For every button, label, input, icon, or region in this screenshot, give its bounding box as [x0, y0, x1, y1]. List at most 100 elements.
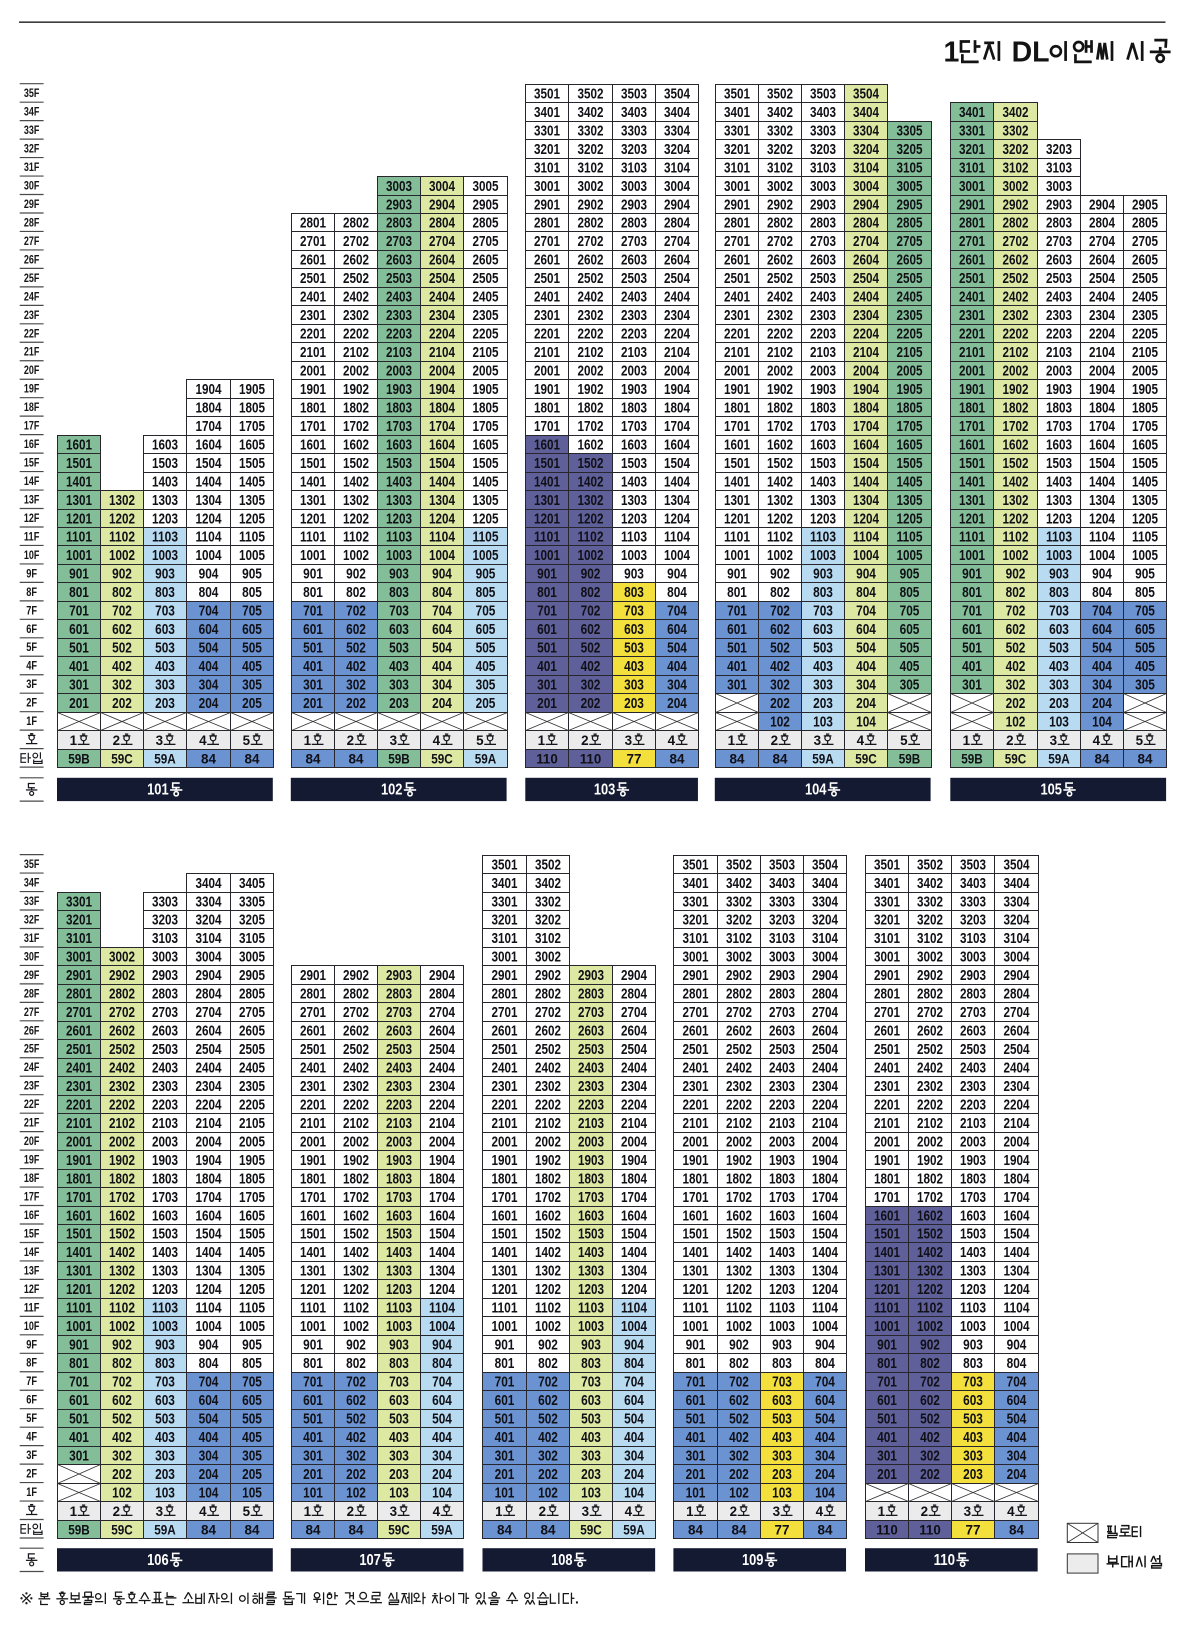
svg-text:4F: 4F: [26, 660, 37, 673]
svg-text:302: 302: [920, 1449, 940, 1465]
svg-text:3101: 3101: [492, 931, 518, 947]
svg-text:1305: 1305: [239, 493, 265, 509]
svg-text:2505: 2505: [239, 1042, 265, 1058]
svg-text:904: 904: [624, 1338, 645, 1354]
svg-text:2902: 2902: [1003, 198, 1029, 214]
svg-text:103: 103: [155, 1486, 175, 1502]
svg-text:1704: 1704: [812, 1190, 839, 1206]
svg-text:16F: 16F: [24, 1209, 40, 1222]
svg-text:3201: 3201: [534, 142, 560, 158]
svg-text:84: 84: [818, 1522, 833, 1538]
svg-text:2001: 2001: [534, 364, 560, 380]
svg-text:2601: 2601: [874, 1024, 900, 1040]
svg-text:1601: 1601: [683, 1209, 709, 1225]
svg-text:1002: 1002: [1003, 548, 1029, 564]
svg-text:1: 1: [304, 1504, 312, 1519]
svg-text:2602: 2602: [109, 1024, 135, 1040]
svg-text:1103: 1103: [386, 530, 412, 546]
svg-text:1201: 1201: [959, 512, 985, 528]
svg-text:2203: 2203: [769, 1098, 795, 1114]
svg-text:2604: 2604: [196, 1024, 223, 1040]
svg-text:3301: 3301: [724, 124, 750, 140]
svg-text:801: 801: [303, 585, 323, 601]
svg-text:2805: 2805: [239, 987, 265, 1003]
svg-text:704: 704: [1092, 604, 1113, 620]
svg-text:1001: 1001: [492, 1319, 518, 1335]
svg-text:301: 301: [495, 1449, 515, 1465]
svg-text:3201: 3201: [683, 913, 709, 929]
svg-text:2505: 2505: [1132, 271, 1158, 287]
svg-text:2104: 2104: [1004, 1116, 1031, 1132]
svg-text:1204: 1204: [621, 1282, 648, 1298]
svg-text:3004: 3004: [812, 950, 839, 966]
svg-text:2304: 2304: [429, 1079, 456, 1095]
svg-text:2304: 2304: [621, 1079, 648, 1095]
svg-text:1403: 1403: [386, 1245, 412, 1261]
svg-text:401: 401: [727, 659, 747, 675]
svg-text:84: 84: [688, 1522, 703, 1538]
svg-text:2004: 2004: [429, 1135, 456, 1151]
svg-text:2204: 2204: [812, 1098, 839, 1114]
svg-text:401: 401: [69, 659, 89, 675]
svg-text:3104: 3104: [1004, 931, 1031, 947]
svg-text:2402: 2402: [343, 290, 369, 306]
svg-text:404: 404: [1092, 659, 1113, 675]
svg-text:3004: 3004: [853, 179, 880, 195]
svg-text:702: 702: [346, 604, 366, 620]
svg-text:1204: 1204: [196, 512, 223, 528]
svg-text:2101: 2101: [300, 1116, 326, 1132]
svg-text:2404: 2404: [1089, 290, 1116, 306]
svg-text:3203: 3203: [621, 142, 647, 158]
svg-text:2105: 2105: [473, 345, 499, 361]
svg-text:103: 103: [772, 1486, 792, 1502]
svg-text:2303: 2303: [386, 308, 412, 324]
svg-text:2504: 2504: [812, 1042, 839, 1058]
svg-text:1304: 1304: [1004, 1264, 1031, 1280]
svg-text:2203: 2203: [1046, 327, 1072, 343]
svg-text:.: .: [575, 1590, 579, 1606]
svg-text:905: 905: [900, 567, 920, 583]
svg-text:803: 803: [155, 1356, 175, 1372]
svg-text:1602: 1602: [578, 438, 604, 454]
svg-text:603: 603: [624, 622, 644, 638]
svg-text:1: 1: [304, 733, 312, 748]
svg-text:602: 602: [346, 622, 366, 638]
svg-text:1404: 1404: [429, 475, 456, 491]
svg-text:3302: 3302: [1003, 124, 1029, 140]
svg-text:1801: 1801: [300, 1172, 326, 1188]
svg-text:3202: 3202: [917, 913, 943, 929]
svg-text:301: 301: [69, 1449, 89, 1465]
svg-text:1002: 1002: [578, 548, 604, 564]
svg-text:3402: 3402: [767, 105, 793, 121]
svg-text:202: 202: [112, 1467, 132, 1483]
svg-text:1301: 1301: [724, 493, 750, 509]
svg-text:1004: 1004: [1089, 548, 1116, 564]
svg-text:704: 704: [856, 604, 877, 620]
svg-text:503: 503: [1049, 641, 1069, 657]
svg-text:1201: 1201: [683, 1282, 709, 1298]
svg-text:2802: 2802: [578, 216, 604, 232]
svg-text:1302: 1302: [917, 1264, 943, 1280]
svg-text:902: 902: [112, 567, 132, 583]
svg-text:2003: 2003: [386, 1135, 412, 1151]
svg-text:3504: 3504: [664, 87, 691, 103]
svg-text:301: 301: [686, 1449, 706, 1465]
svg-text:1605: 1605: [897, 438, 923, 454]
svg-text:1502: 1502: [578, 456, 604, 472]
svg-text:2402: 2402: [578, 290, 604, 306]
svg-text:603: 603: [963, 1393, 983, 1409]
svg-text:1001: 1001: [534, 548, 560, 564]
svg-text:1402: 1402: [109, 1245, 135, 1261]
svg-text:1903: 1903: [810, 382, 836, 398]
svg-text:2702: 2702: [109, 1005, 135, 1021]
svg-text:32F: 32F: [24, 143, 40, 156]
svg-text:1104: 1104: [429, 530, 456, 546]
svg-text:3003: 3003: [810, 179, 836, 195]
svg-text:304: 304: [1007, 1449, 1028, 1465]
svg-text:1603: 1603: [152, 1209, 178, 1225]
svg-text:1705: 1705: [239, 1190, 265, 1206]
svg-text:2805: 2805: [897, 216, 923, 232]
svg-text:2004: 2004: [621, 1135, 648, 1151]
svg-text:501: 501: [686, 1412, 706, 1428]
svg-text:3504: 3504: [812, 858, 839, 874]
